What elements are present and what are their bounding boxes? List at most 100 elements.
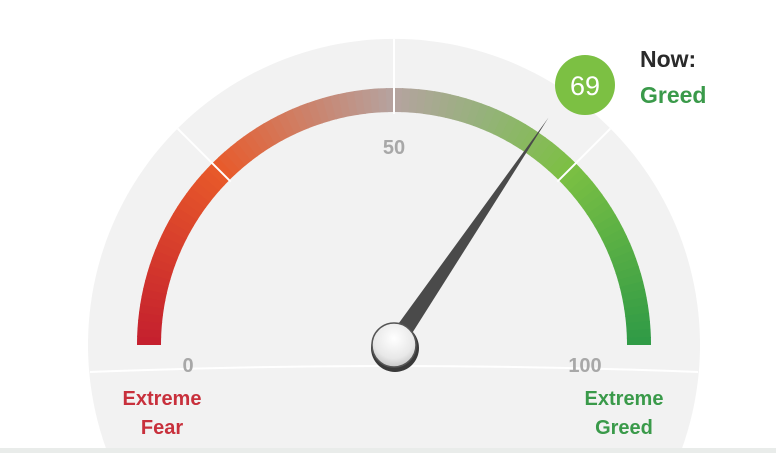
extreme-greed-label-line2: Greed	[595, 417, 653, 439]
bottom-separator	[0, 448, 776, 453]
gauge-arc-segment	[306, 100, 324, 126]
gauge-arc-segment	[626, 328, 651, 339]
gauge-arc-segment	[249, 127, 271, 153]
gauge-arc-segment	[444, 94, 460, 120]
gauge-arc-segment	[377, 88, 388, 113]
gauge-arc-segment	[149, 256, 176, 273]
gauge-arc-segment	[165, 220, 191, 240]
gauge-arc-segment	[152, 249, 178, 267]
gauge-arc-segment	[385, 87, 396, 113]
gauge-arc-segment	[181, 192, 207, 215]
gauge-arc-segment	[322, 95, 338, 122]
gauge-arc-segment	[158, 234, 184, 253]
gauge-arc-segment	[558, 163, 583, 187]
gauge-arc-segment	[578, 187, 603, 209]
gauge-arc-segment	[177, 199, 202, 221]
extreme-greed-label-line1: Extreme	[585, 388, 664, 410]
gauge-arc-segment	[236, 136, 258, 161]
gauge-arc-segment	[361, 89, 374, 114]
gauge-arc-segment	[512, 123, 533, 149]
gauge-arc-segment	[615, 265, 642, 282]
gauge-arc-segment	[619, 281, 646, 296]
gauge-arc-segment	[479, 106, 498, 132]
gauge-arc-segment	[330, 93, 345, 120]
gauge-arc-segment	[607, 242, 634, 261]
gauge-arc-segment	[625, 312, 650, 325]
gauge-arc-segment	[195, 174, 220, 197]
current-value: 69	[570, 71, 600, 101]
current-rating: Greed	[640, 82, 706, 108]
gauge-arc-segment	[594, 214, 620, 234]
now-label: Now:	[640, 46, 696, 72]
gauge-arc-segment	[155, 241, 181, 260]
gauge-arc-segment	[224, 146, 247, 171]
gauge-arc-segment	[141, 287, 167, 302]
gauge-arc-segment	[147, 264, 173, 280]
gauge-arc-segment	[137, 327, 162, 338]
tick-label-0: 0	[182, 355, 193, 377]
gauge-arc-segment	[598, 221, 624, 241]
arc-gap-25	[210, 161, 231, 182]
gauge-arc-segment	[137, 335, 162, 345]
gauge-arc-segment	[401, 88, 412, 113]
gauge-arc-segment	[284, 108, 303, 135]
gauge-arc-segment	[601, 228, 628, 247]
gauge-arc-segment	[573, 181, 598, 204]
gauge-arc-segment	[430, 91, 444, 117]
gauge-arc-segment	[610, 250, 637, 268]
gauge-arc-segment	[140, 295, 166, 309]
gauge-arc-segment	[530, 137, 553, 162]
current-value-bubble	[555, 55, 615, 115]
needle-knob	[371, 322, 417, 368]
gauge-arc-segment	[568, 175, 593, 198]
gauge-arc-segment	[190, 180, 216, 203]
gauge-arc-segment	[563, 169, 588, 192]
gauge-arc-segment	[256, 123, 277, 149]
gauge-arc-segment	[145, 272, 171, 288]
gauge-arc-segment	[536, 141, 559, 167]
tick-label-100: 100	[568, 355, 601, 377]
gauge-arc-segment	[143, 279, 169, 295]
gauge-arc-segment	[230, 141, 253, 166]
extreme-fear-label-line2: Fear	[141, 417, 183, 439]
gauge-arc-segment	[314, 97, 331, 124]
gauge-arc-segment	[270, 115, 290, 141]
gauge-arc-segment	[518, 128, 540, 153]
gauge-arc-segment	[212, 156, 236, 181]
gauge-arc-segment	[524, 132, 547, 158]
gauge-arc-segment	[506, 119, 526, 146]
gauge-arc-segment	[451, 96, 467, 122]
gauge-arc-segment	[459, 98, 475, 124]
gauge-arc-segment	[586, 200, 612, 222]
gauge-arc-segment	[277, 111, 296, 138]
gauge-arc-segment	[590, 207, 616, 228]
tick-label-50: 50	[383, 137, 405, 159]
gauge-arc-segment	[548, 152, 571, 176]
gauge-arc-segment	[242, 131, 264, 157]
gauge-arc-segment	[499, 116, 519, 142]
gauge-arc-segment	[201, 168, 225, 191]
gauge-arc-segment	[369, 88, 381, 114]
gauge-arc-segment	[486, 109, 505, 135]
gauge-arc-segment	[437, 92, 452, 118]
gauge-arc-segment	[218, 151, 241, 176]
gauge-arc-segment	[172, 206, 198, 227]
gauge-arc-segment	[466, 100, 483, 127]
gauge-arc-segment	[263, 119, 283, 145]
gauge-arc-segment	[161, 227, 187, 246]
gauge-arc-segment	[291, 105, 310, 132]
gauge-arc-segment	[617, 273, 644, 289]
gauge-arc-segment	[553, 157, 577, 182]
arc-gap-75	[557, 161, 578, 182]
gauge-needle	[386, 117, 549, 351]
gauge-arc-segment	[542, 146, 565, 171]
extreme-fear-label-line1: Extreme	[123, 388, 202, 410]
gauge-arc-segment	[604, 235, 631, 254]
gauge-arc-segment	[472, 103, 490, 129]
gauge-arc-segment	[186, 186, 211, 209]
gauge-arc-segment	[625, 320, 651, 332]
gauge-arc-segment	[613, 257, 639, 275]
gauge-arc-segment	[206, 162, 231, 186]
gauge-arc-segment	[394, 88, 404, 113]
